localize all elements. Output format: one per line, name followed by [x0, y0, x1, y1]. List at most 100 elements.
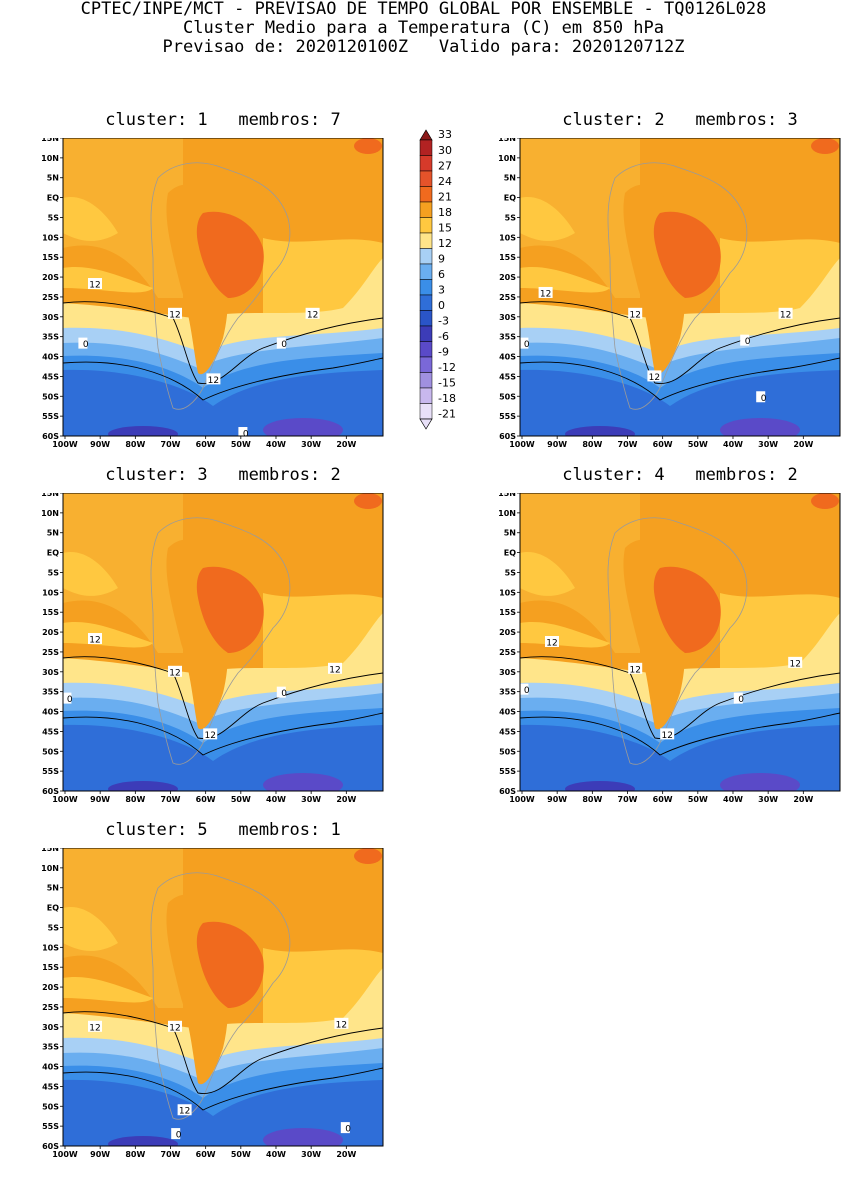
lon-label: 20W	[336, 440, 356, 449]
contour-label: 0	[733, 692, 744, 705]
contour-label: 12	[168, 665, 182, 678]
colorbar-swatch	[419, 310, 433, 327]
svg-text:0: 0	[243, 430, 249, 440]
lat-label: 30S	[42, 668, 59, 677]
lat-label: 30S	[42, 313, 59, 322]
lat-label: 5N	[504, 174, 516, 183]
contour-label: 12	[628, 662, 643, 675]
lat-label: 15S	[499, 608, 516, 617]
lon-label: 60W	[653, 440, 673, 449]
lon-label: 40W	[723, 795, 743, 804]
colorbar-label: 30	[438, 144, 452, 157]
svg-text:0: 0	[745, 337, 751, 347]
colorbar-label: 3	[438, 283, 445, 296]
contour-label: 0	[756, 391, 767, 404]
colorbar-bottom-arrow	[419, 418, 433, 430]
svg-text:12: 12	[661, 731, 672, 741]
lon-label: 90W	[90, 1150, 110, 1159]
svg-text:0: 0	[524, 340, 530, 350]
panel-title: cluster: 3 membros: 2	[105, 465, 341, 485]
colorbar-swatch	[419, 387, 433, 404]
lat-label: 60S	[42, 787, 59, 796]
lat-label: 5S	[48, 568, 60, 577]
contour-label: 0	[519, 337, 530, 350]
colorbar-swatch	[419, 201, 433, 218]
lon-label: 20W	[336, 795, 356, 804]
svg-text:12: 12	[169, 1023, 180, 1033]
contour-label: 12	[647, 370, 662, 383]
contour-label: 12	[168, 307, 182, 320]
contour-label: 0	[238, 427, 249, 440]
lat-label: 25S	[42, 1003, 59, 1012]
svg-text:12: 12	[789, 659, 800, 669]
hot-core	[196, 921, 264, 1008]
svg-text:0: 0	[738, 695, 744, 705]
lat-label: 15S	[42, 608, 59, 617]
lat-label: EQ	[504, 549, 516, 558]
svg-text:0: 0	[524, 686, 530, 696]
contour-label: 12	[545, 636, 559, 649]
lat-label: 40S	[42, 708, 59, 717]
lon-label: 90W	[90, 440, 110, 449]
svg-text:12: 12	[208, 376, 219, 386]
hot-core	[653, 566, 721, 653]
lon-label: 90W	[547, 440, 567, 449]
lat-label: 35S	[42, 1043, 59, 1052]
lat-label: 15N	[41, 848, 59, 853]
colorbar-swatch	[419, 372, 433, 389]
contour-12	[63, 656, 383, 739]
lat-label: 45S	[42, 727, 59, 736]
lon-label: 80W	[582, 795, 602, 804]
colorbar-swatch	[419, 155, 433, 172]
lat-label: EQ	[47, 549, 59, 558]
svg-text:12: 12	[89, 281, 100, 291]
contour-12	[520, 656, 840, 739]
lat-label: 5S	[48, 923, 60, 932]
lon-label: 30W	[301, 1150, 321, 1159]
svg-text:0: 0	[83, 340, 89, 350]
lon-label: 70W	[161, 1150, 181, 1159]
contour-label: 12	[538, 286, 553, 299]
lat-label: 10N	[41, 509, 59, 518]
contour-label: 12	[788, 656, 803, 669]
colorbar-label: -9	[438, 345, 449, 358]
lon-label: 20W	[793, 795, 813, 804]
lat-label: 10S	[42, 233, 59, 242]
lon-label: 20W	[793, 440, 813, 449]
map-frame	[62, 493, 384, 792]
lon-label: 100W	[509, 440, 535, 449]
lat-label: 60S	[499, 787, 516, 796]
svg-text:12: 12	[629, 665, 640, 675]
lat-label: EQ	[47, 194, 59, 203]
svg-text:12: 12	[540, 289, 551, 299]
lat-label: 10N	[41, 864, 59, 873]
lon-label: 50W	[688, 440, 708, 449]
lat-label: 45S	[42, 372, 59, 381]
svg-text:0: 0	[176, 1131, 182, 1141]
colorbar-label: -6	[438, 330, 449, 343]
svg-text:12: 12	[179, 1107, 190, 1117]
svg-text:12: 12	[649, 373, 660, 383]
lon-label: 100W	[509, 795, 535, 804]
colorbar-swatch	[419, 248, 433, 265]
lat-label: 55S	[42, 767, 59, 776]
contour-12	[63, 301, 383, 384]
lon-label: 100W	[52, 1150, 78, 1159]
colorbar-label: 27	[438, 159, 452, 172]
lon-label: 20W	[336, 1150, 356, 1159]
lon-label: 30W	[758, 440, 778, 449]
hot-core	[196, 211, 264, 298]
lat-label: 55S	[42, 1122, 59, 1131]
contour-label: 0	[276, 686, 287, 699]
lat-label: 25S	[42, 293, 59, 302]
lat-label: 30S	[42, 1023, 59, 1032]
lon-label: 80W	[125, 1150, 145, 1159]
lat-label: 40S	[499, 353, 516, 362]
lat-label: 35S	[42, 333, 59, 342]
colorbar-label: -3	[438, 314, 449, 327]
contour-label: 12	[778, 307, 793, 320]
lon-label: 40W	[266, 1150, 286, 1159]
colorbar-swatch	[419, 139, 433, 156]
svg-text:12: 12	[780, 310, 791, 320]
lon-label: 70W	[161, 440, 181, 449]
